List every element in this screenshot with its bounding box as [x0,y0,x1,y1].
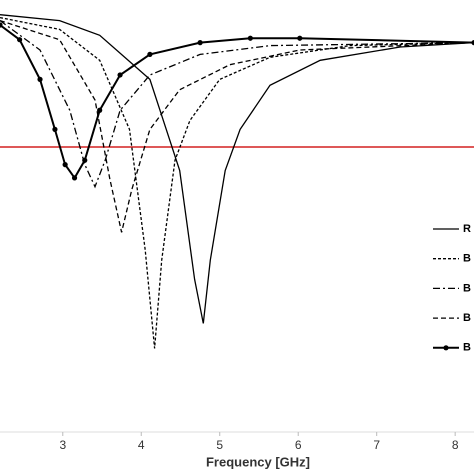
x-tick-label: 3 [59,438,66,452]
marker [17,37,23,43]
series-line [0,16,474,349]
marker [0,22,3,28]
series-line [0,20,474,189]
legend-label: B [463,282,471,294]
marker [297,35,303,41]
marker [52,126,58,132]
marker [117,72,123,78]
legend-marker [443,345,449,351]
legend-label: B [463,342,471,354]
marker [71,175,78,181]
marker [147,51,153,57]
marker [97,107,103,113]
series-line [0,24,474,180]
marker [471,40,474,46]
legend-label: B [463,253,471,265]
x-tick-label: 7 [373,438,380,452]
marker [37,76,43,82]
x-tick-label: 5 [216,438,223,452]
x-tick-label: 8 [452,438,459,452]
x-tick-label: 4 [138,438,145,452]
marker [62,162,68,168]
legend-label: B [463,312,471,324]
series-line [0,14,474,324]
x-tick-label: 6 [295,438,302,452]
series-line [0,19,474,233]
marker [247,35,253,41]
legend-label: R [463,223,471,235]
x-axis-label: Frequency [GHz] [206,454,310,469]
marker [197,40,203,46]
marker [82,157,88,163]
